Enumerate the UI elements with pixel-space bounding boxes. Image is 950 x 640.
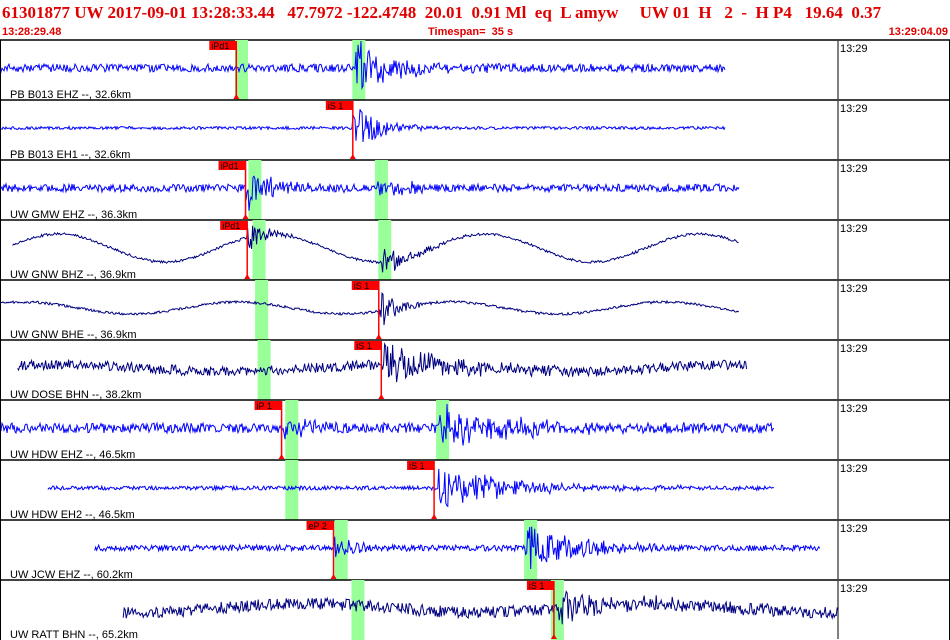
- pick-flag: [526, 581, 554, 590]
- timespan-label: Timespan= 35 s: [428, 26, 514, 38]
- pick-arrow: [278, 454, 285, 459]
- pick-flag: [306, 521, 334, 530]
- pick-band: [255, 280, 269, 340]
- time-mark-label: 13:29: [840, 403, 868, 415]
- pick-arrow: [233, 94, 240, 99]
- pick-label: iPd1: [222, 221, 240, 231]
- channel-label: PB B013 EH1 --, 32.6km: [10, 149, 130, 161]
- pick-label: iPd1: [211, 41, 229, 51]
- pick-label: iS 1: [354, 281, 370, 291]
- pick-flag: [325, 101, 353, 110]
- pick-arrow: [550, 634, 557, 639]
- pick-band: [285, 460, 299, 520]
- pick-band: [436, 400, 450, 460]
- pick-band: [234, 40, 248, 100]
- pick-flag: [218, 161, 246, 170]
- pick-arrow: [431, 514, 438, 519]
- time-mark-label: 13:29: [840, 463, 868, 475]
- time-mark-label: 13:29: [840, 583, 868, 595]
- time-mark-label: 13:29: [840, 223, 868, 235]
- pick-label: eP 2: [309, 521, 327, 531]
- time-mark-label: 13:29: [840, 43, 868, 55]
- waveform-trace: [0, 175, 740, 211]
- pick-band: [334, 520, 348, 580]
- waveform-trace: [0, 403, 775, 446]
- waveform-trace: [94, 526, 821, 570]
- time-mark-label: 13:29: [840, 163, 868, 175]
- pick-flag: [254, 401, 282, 410]
- pick-label: iS 1: [356, 341, 372, 351]
- channel-label: UW JCW EHZ --, 60.2km: [10, 569, 133, 581]
- channel-label: UW GNW BHE --, 36.9km: [10, 329, 137, 341]
- pick-label: iS 1: [328, 101, 344, 111]
- pick-band: [351, 580, 365, 640]
- pick-flag: [354, 341, 382, 350]
- time-mark-label: 13:29: [840, 283, 868, 295]
- header-bar: 61301877 UW 2017-09-01 13:28:33.44 47.79…: [0, 0, 950, 40]
- channel-label: UW GMW EHZ --, 36.3km: [10, 209, 137, 221]
- end-time: 13:29:04.09: [888, 26, 948, 38]
- pick-flag: [351, 281, 379, 290]
- pick-label: iS 1: [529, 581, 545, 591]
- waveform-trace: [0, 109, 726, 143]
- start-time: 13:28:29.48: [2, 26, 62, 38]
- pick-band: [257, 340, 271, 400]
- pick-arrow: [244, 274, 251, 279]
- time-mark-label: 13:29: [840, 343, 868, 355]
- pick-band: [285, 400, 299, 460]
- channel-label: UW DOSE BHN --, 38.2km: [10, 389, 141, 401]
- channel-label: UW HDW EHZ --, 46.5km: [10, 449, 135, 461]
- pick-label: iS 1: [409, 461, 425, 471]
- pick-band: [248, 160, 262, 220]
- pick-flag: [209, 41, 237, 50]
- waveform-trace: [0, 40, 726, 90]
- channel-label: PB B013 EHZ --, 32.6km: [10, 89, 131, 101]
- pick-arrow: [375, 334, 382, 339]
- waveform-trace: [47, 468, 775, 508]
- time-mark-label: 13:29: [840, 523, 868, 535]
- channel-label: UW RATT BHN --, 65.2km: [10, 629, 138, 640]
- pick-label: iP 1: [257, 401, 272, 411]
- pick-flag: [220, 221, 248, 230]
- waveform-trace: [0, 292, 740, 326]
- pick-label: iPd1: [221, 161, 239, 171]
- channel-label: UW HDW EH2 --, 46.5km: [10, 509, 135, 521]
- pick-arrow: [378, 394, 385, 399]
- time-mark-label: 13:29: [840, 103, 868, 115]
- pick-arrow: [349, 154, 356, 159]
- waveform-trace: [122, 590, 838, 625]
- pick-arrow: [242, 214, 249, 219]
- pick-flag: [407, 461, 435, 470]
- pick-arrow: [330, 574, 337, 579]
- waveform-trace: [12, 225, 739, 273]
- event-title: 61301877 UW 2017-09-01 13:28:33.44 47.79…: [2, 3, 882, 22]
- channel-label: UW GNW BHZ --, 36.9km: [10, 269, 136, 281]
- waveform-trace: [17, 342, 748, 383]
